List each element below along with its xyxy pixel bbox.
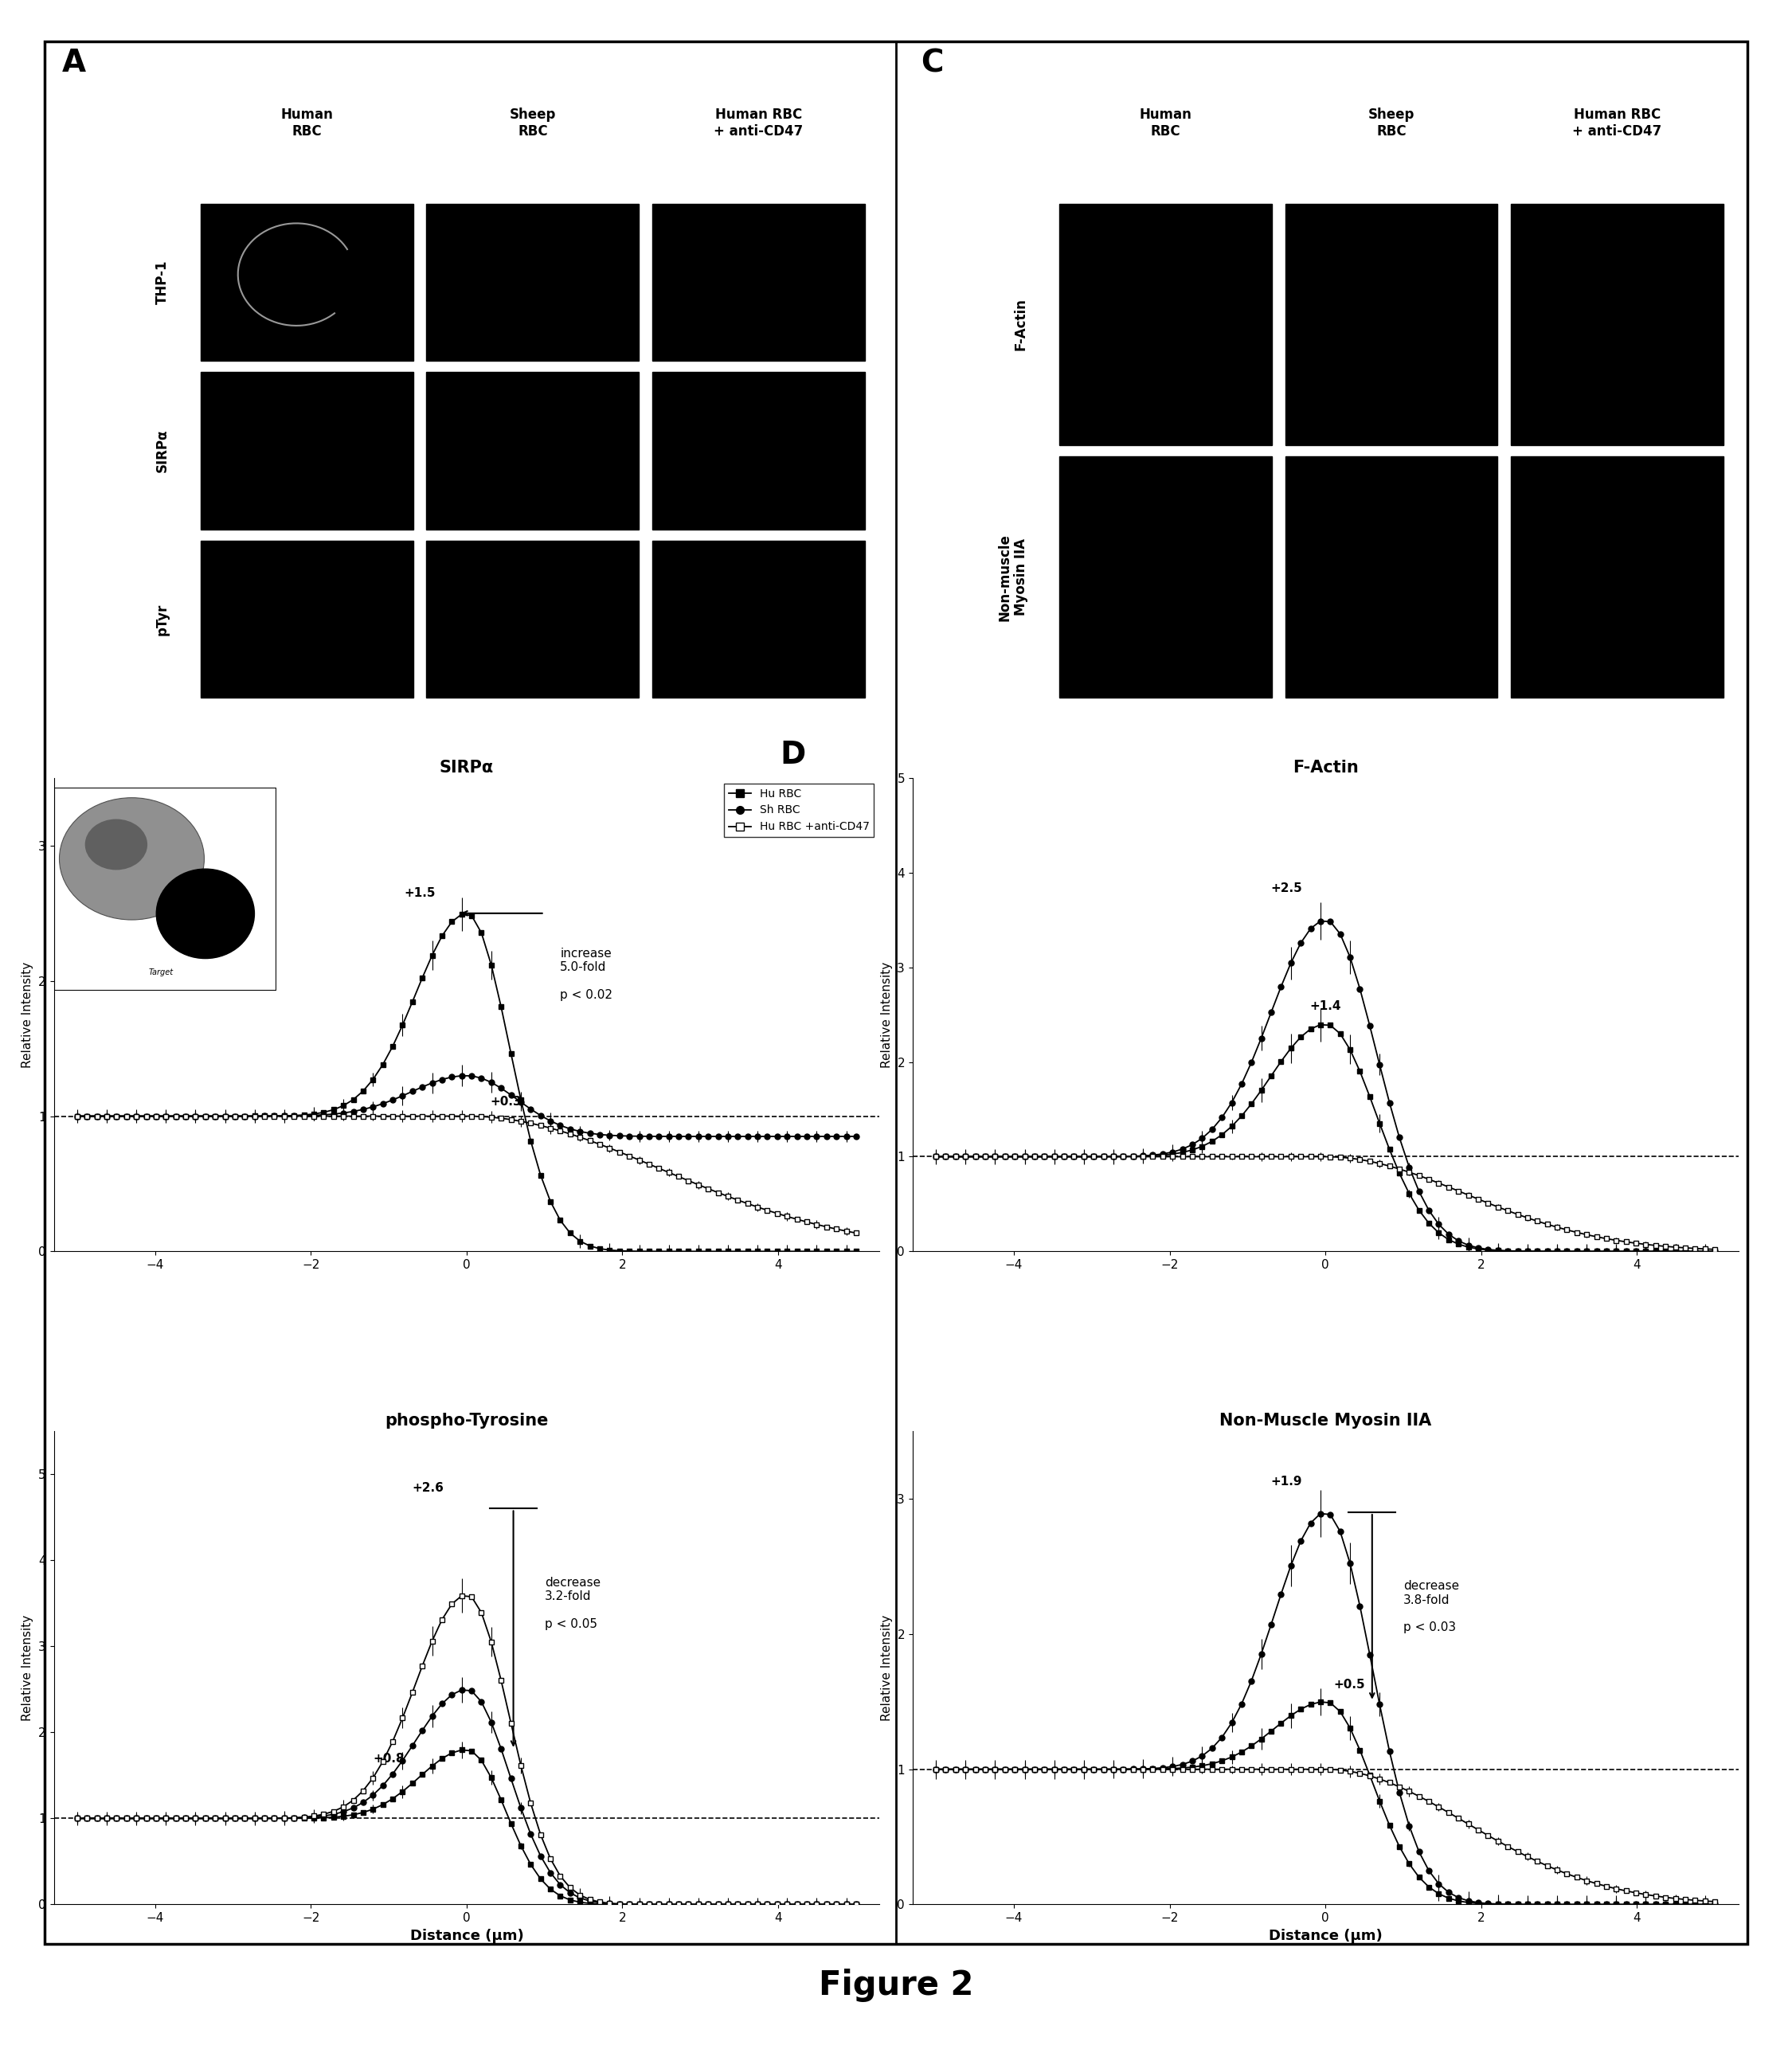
Text: +0.3: +0.3 [489, 1096, 521, 1109]
Bar [1511, 457, 1724, 697]
Text: Non-muscle
Myosin IIA: Non-muscle Myosin IIA [996, 533, 1029, 621]
Text: C: C [921, 47, 943, 78]
Legend: Hu RBC, Sh RBC, Hu RBC +anti-CD47: Hu RBC, Sh RBC, Hu RBC +anti-CD47 [724, 784, 874, 837]
Bar [652, 204, 864, 362]
Text: +1.5: +1.5 [405, 887, 435, 899]
Text: Sheep
RBC: Sheep RBC [1367, 107, 1414, 138]
Bar [652, 372, 864, 529]
Text: decrease
3.8-fold

p < 0.03: decrease 3.8-fold p < 0.03 [1403, 1580, 1459, 1633]
Text: F-Actin: F-Actin [1014, 298, 1029, 350]
Bar [201, 541, 414, 697]
Text: SIRPα: SIRPα [156, 430, 170, 473]
Text: +1.4: +1.4 [1310, 1000, 1340, 1012]
Text: A: A [63, 47, 86, 78]
Text: +0.8: +0.8 [373, 1753, 405, 1765]
Bar [1511, 204, 1724, 444]
Bar [426, 541, 640, 697]
Text: +1.9: +1.9 [1271, 1475, 1303, 1487]
X-axis label: Distance (μm): Distance (μm) [1269, 1929, 1382, 1944]
Bar [1285, 457, 1498, 697]
Text: pTyr: pTyr [156, 603, 170, 636]
Text: +2.5: +2.5 [1271, 882, 1303, 895]
Text: decrease
3.2-fold

p < 0.05: decrease 3.2-fold p < 0.05 [545, 1576, 600, 1629]
Text: D: D [780, 741, 806, 771]
Bar [1059, 204, 1272, 444]
Title: F-Actin: F-Actin [1292, 759, 1358, 775]
Text: Human RBC
+ anti-CD47: Human RBC + anti-CD47 [713, 107, 803, 138]
Text: Human RBC
+ anti-CD47: Human RBC + anti-CD47 [1572, 107, 1661, 138]
Title: Non-Muscle Myosin IIA: Non-Muscle Myosin IIA [1219, 1413, 1432, 1430]
Bar [426, 204, 640, 362]
Y-axis label: Relative Intensity: Relative Intensity [880, 1615, 892, 1722]
Bar [652, 541, 864, 697]
Text: Sheep
RBC: Sheep RBC [509, 107, 556, 138]
Y-axis label: Relative Intensity: Relative Intensity [22, 1615, 34, 1722]
Title: phospho-Tyrosine: phospho-Tyrosine [385, 1413, 548, 1430]
Text: +2.6: +2.6 [412, 1481, 444, 1493]
Y-axis label: Relative Intensity: Relative Intensity [22, 963, 34, 1068]
Text: THP-1: THP-1 [156, 261, 170, 304]
Text: Human
RBC: Human RBC [281, 107, 333, 138]
Text: increase
5.0-fold

p < 0.02: increase 5.0-fold p < 0.02 [561, 948, 613, 1002]
Text: Figure 2: Figure 2 [819, 1969, 973, 2001]
Bar [1059, 457, 1272, 697]
Bar [1285, 204, 1498, 444]
Y-axis label: Relative Intensity: Relative Intensity [880, 963, 892, 1068]
Title: SIRPα: SIRPα [439, 759, 495, 775]
Bar [426, 372, 640, 529]
X-axis label: Distance (μm): Distance (μm) [410, 1929, 523, 1944]
Bar [201, 204, 414, 362]
Text: +0.5: +0.5 [1333, 1679, 1366, 1691]
Text: Human
RBC: Human RBC [1140, 107, 1192, 138]
Bar [201, 372, 414, 529]
